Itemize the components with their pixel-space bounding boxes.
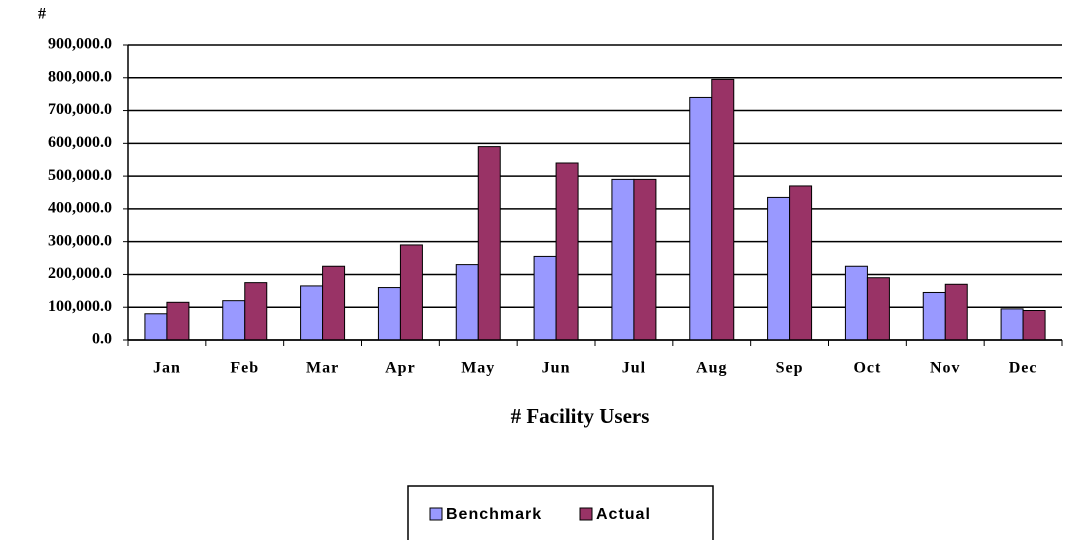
bar — [1022, 310, 1046, 341]
bar — [922, 291, 946, 341]
bar — [166, 301, 190, 341]
y-tick-label: 900,000.0 — [48, 36, 112, 53]
y-tick-label: 400,000.0 — [48, 200, 112, 217]
bar — [322, 265, 346, 341]
y-tick-label: 200,000.0 — [48, 265, 112, 282]
bar — [789, 185, 813, 341]
x-tick-label: Mar — [306, 360, 339, 377]
y-tick-label: 700,000.0 — [48, 101, 112, 118]
bar — [222, 300, 246, 341]
x-tick-label: Apr — [385, 360, 416, 377]
x-tick-label: Oct — [853, 360, 881, 377]
y-tick-label: 0.0 — [92, 331, 112, 348]
y-tick-label: 300,000.0 — [48, 232, 112, 249]
x-tick-label: May — [461, 360, 495, 377]
bar — [689, 96, 713, 341]
x-tick-label: Nov — [930, 360, 961, 377]
bar — [477, 146, 501, 341]
bar — [633, 178, 657, 341]
x-tick-label: Sep — [776, 360, 804, 377]
x-tick-label: Jun — [542, 360, 571, 377]
y-tick-label: 600,000.0 — [48, 134, 112, 151]
bar — [399, 244, 423, 341]
y-tick-label: 100,000.0 — [48, 298, 112, 315]
bar — [300, 285, 324, 341]
x-tick-label: Aug — [696, 360, 727, 377]
bar — [555, 162, 579, 341]
bar — [767, 196, 791, 341]
bar — [611, 178, 635, 341]
x-tick-label: Jul — [622, 360, 646, 377]
bar — [1000, 308, 1024, 341]
bar — [377, 287, 401, 341]
legend-box — [407, 485, 714, 540]
legend-swatch — [429, 507, 443, 521]
x-axis-label: # Facility Users — [511, 404, 650, 428]
bar — [533, 255, 557, 341]
x-tick-label: Feb — [230, 360, 259, 377]
bar — [866, 277, 890, 341]
bar — [144, 313, 168, 341]
bar — [844, 265, 868, 341]
bar — [244, 282, 268, 341]
legend-swatch — [579, 507, 593, 521]
legend-label: Actual — [596, 506, 651, 523]
y-tick-label: 800,000.0 — [48, 68, 112, 85]
x-tick-label: Jan — [153, 360, 181, 377]
y-axis-label: # — [38, 6, 46, 23]
legend-label: Benchmark — [446, 506, 542, 523]
bar — [711, 78, 735, 341]
bar — [455, 264, 479, 341]
bar — [944, 283, 968, 341]
x-tick-label: Dec — [1009, 360, 1038, 377]
y-tick-label: 500,000.0 — [48, 167, 112, 184]
